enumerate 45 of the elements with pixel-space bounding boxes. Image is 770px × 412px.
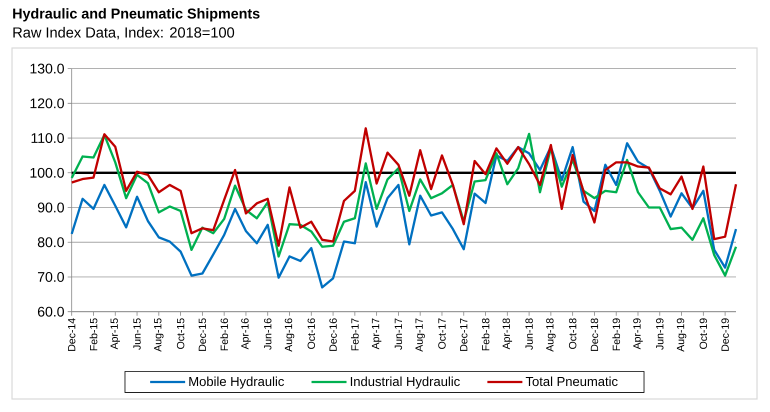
x-tick-label: Feb-17 <box>350 318 359 350</box>
x-tick-label: Aug-19 <box>676 318 686 352</box>
x-tick-label: Feb-15 <box>90 318 98 350</box>
chart-subtitle: Raw Index Data, Index: 2018=100 <box>13 26 234 40</box>
x-tick-label: Dec-14 <box>68 318 76 351</box>
legend-label: Total Pneumatic <box>526 376 618 386</box>
x-tick-label: Apr-18 <box>502 318 512 350</box>
y-tick-label: 120.0 <box>30 98 64 108</box>
y-tick-label: 60.0 <box>38 306 64 317</box>
x-tick-label: Dec-17 <box>460 318 468 351</box>
x-tick-label: Jun-15 <box>133 318 141 350</box>
y-tick-label: 110.0 <box>32 133 64 144</box>
x-tick-label: Apr-19 <box>633 318 643 350</box>
x-tick-label: Oct-17 <box>438 318 446 349</box>
x-tick-label: Oct-15 <box>176 318 184 349</box>
x-tick-label: Aug-17 <box>415 318 425 352</box>
x-tick-label: Apr-15 <box>110 318 120 350</box>
x-tick-label: Aug-18 <box>546 318 556 352</box>
x-tick-label: Jun-17 <box>394 318 402 350</box>
x-tick-label: Dec-16 <box>329 318 337 351</box>
x-tick-label: Feb-16 <box>220 318 228 350</box>
x-tick-label: Aug-15 <box>154 318 164 352</box>
line-series <box>70 127 738 247</box>
x-tick-label: Feb-18 <box>482 318 490 350</box>
legend-label: Industrial Hydraulic <box>350 376 460 389</box>
x-tick-label: Jun-19 <box>656 318 664 350</box>
x-tick-label: Jun-18 <box>525 318 533 350</box>
x-tick-label: Feb-19 <box>612 318 620 350</box>
x-tick-label: Apr-17 <box>372 318 382 350</box>
y-tick-label: 90.0 <box>38 202 64 212</box>
x-tick-label: Oct-16 <box>308 318 316 349</box>
x-tick-label: Jun-16 <box>264 318 272 350</box>
y-tick-label: 70.0 <box>38 272 64 282</box>
y-tick-label: 130.0 <box>30 64 64 74</box>
x-tick-label: Aug-16 <box>284 318 294 352</box>
chart-title: Hydraulic and Pneumatic Shipments <box>13 8 260 22</box>
x-tick-label: Dec-15 <box>198 318 206 351</box>
legend-label: Mobile Hydraulic <box>189 376 284 389</box>
x-tick-label: Dec-19 <box>721 318 729 351</box>
x-tick-label: Dec-18 <box>590 318 598 351</box>
y-tick-label: 100.0 <box>30 168 64 178</box>
x-tick-label: Oct-18 <box>568 318 576 349</box>
y-tick-label: 80.0 <box>38 237 64 248</box>
x-tick-label: Apr-16 <box>241 318 251 350</box>
x-tick-label: Oct-19 <box>700 318 708 349</box>
